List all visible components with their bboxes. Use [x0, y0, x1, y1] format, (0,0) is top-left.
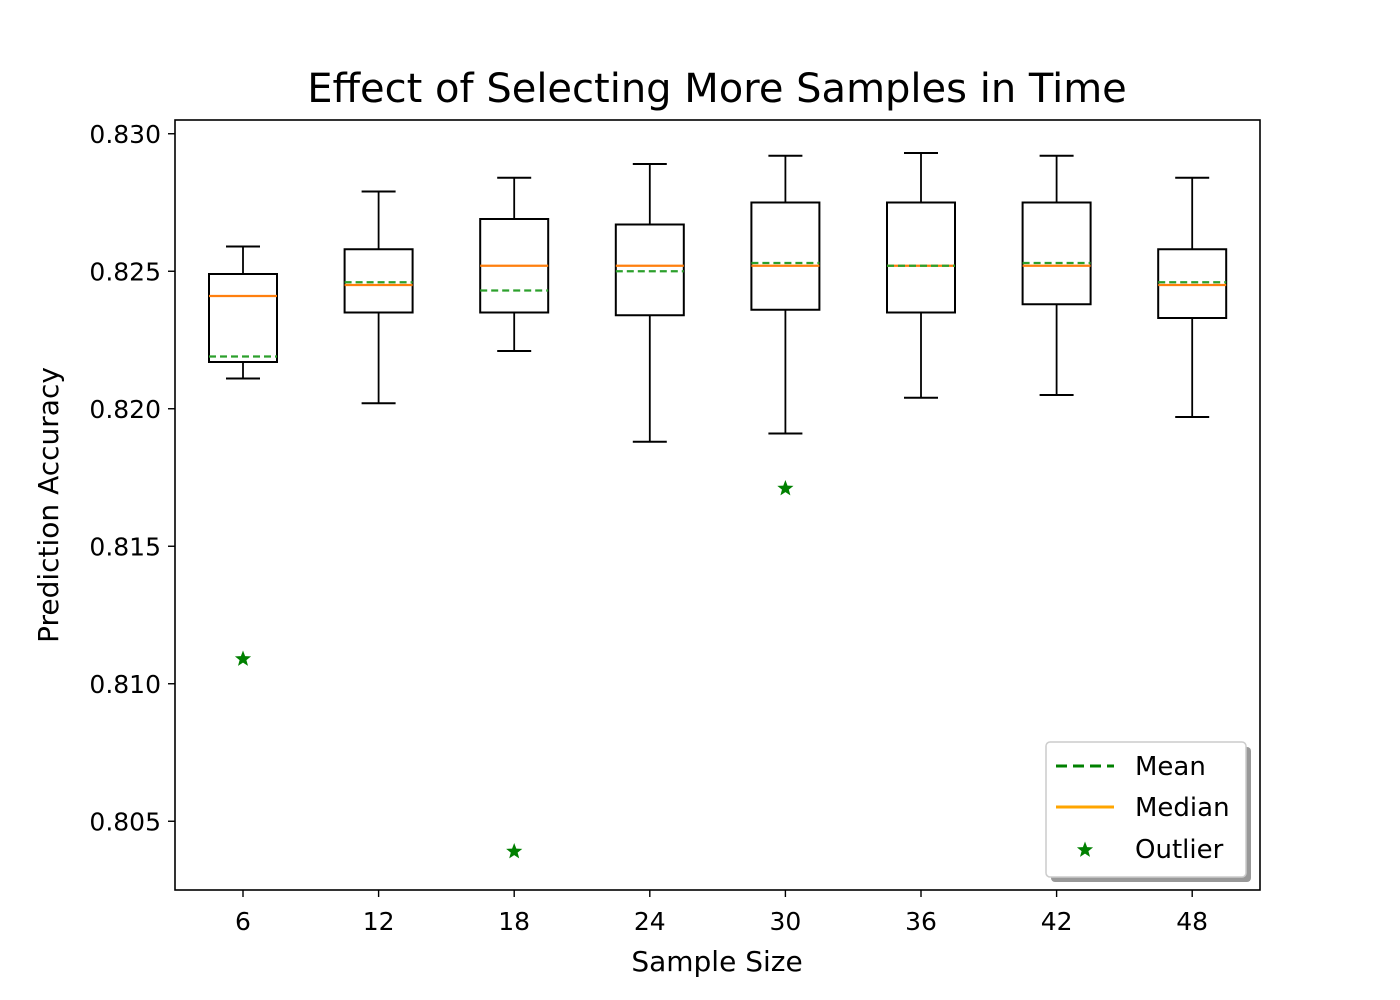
outlier-marker: [777, 480, 794, 496]
box-group-48: [1157, 176, 1228, 418]
box: [614, 223, 685, 317]
box-group-18: [479, 176, 550, 859]
y-tick-label: 0.810: [89, 670, 161, 699]
axes-frame: [174, 119, 1261, 891]
y-tick-label: 0.815: [89, 532, 161, 561]
legend-mean-label: Mean: [1135, 752, 1206, 782]
y-tick-label: 0.820: [89, 395, 161, 424]
outlier-marker: [506, 843, 523, 859]
box-group-42: [1021, 154, 1092, 396]
x-tick-label: 12: [363, 907, 395, 936]
box-group-24: [614, 163, 685, 443]
box: [1157, 248, 1228, 319]
box: [208, 273, 278, 363]
box-group-36: [886, 152, 956, 399]
x-tick-label: 42: [1041, 907, 1073, 936]
legend-median-label: Median: [1135, 793, 1230, 823]
x-tick-label: 48: [1176, 907, 1208, 936]
box: [886, 201, 956, 314]
box-group-6: [208, 245, 278, 666]
legend-box: [1045, 741, 1247, 878]
legend-outlier-label: Outlier: [1135, 835, 1224, 865]
box-group-30: [750, 154, 821, 496]
x-tick-label: 36: [905, 907, 937, 936]
legend-outlier-swatch: [1076, 841, 1094, 857]
y-axis-label: Prediction Accuracy: [32, 367, 65, 643]
x-tick-label: 6: [235, 907, 251, 936]
plot-area: 0.805 0.810 0.815 0.820 0.825 0.830 6 12 18 24 30 3…: [89, 120, 1228, 936]
legend: Mean Median Outlier: [1045, 741, 1251, 882]
chart-title: Effect of Selecting More Samples in Time: [307, 66, 1127, 112]
outlier-marker: [234, 650, 252, 666]
box: [1021, 201, 1092, 306]
box-group-12: [343, 190, 414, 405]
box: [750, 201, 821, 311]
box: [343, 248, 414, 314]
x-axis-label: Sample Size: [631, 945, 802, 978]
x-tick-label: 24: [634, 907, 666, 936]
y-tick-label: 0.805: [89, 807, 161, 836]
y-tick-label: 0.825: [89, 257, 161, 286]
x-tick-label: 30: [769, 907, 801, 936]
x-tick-label: 18: [498, 907, 530, 936]
y-tick-label: 0.830: [89, 120, 161, 149]
